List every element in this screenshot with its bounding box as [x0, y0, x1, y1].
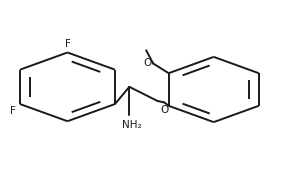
Text: F: F [64, 39, 70, 49]
Text: O: O [143, 58, 152, 68]
Text: F: F [10, 106, 16, 116]
Text: NH₂: NH₂ [122, 120, 142, 130]
Text: O: O [160, 105, 169, 115]
